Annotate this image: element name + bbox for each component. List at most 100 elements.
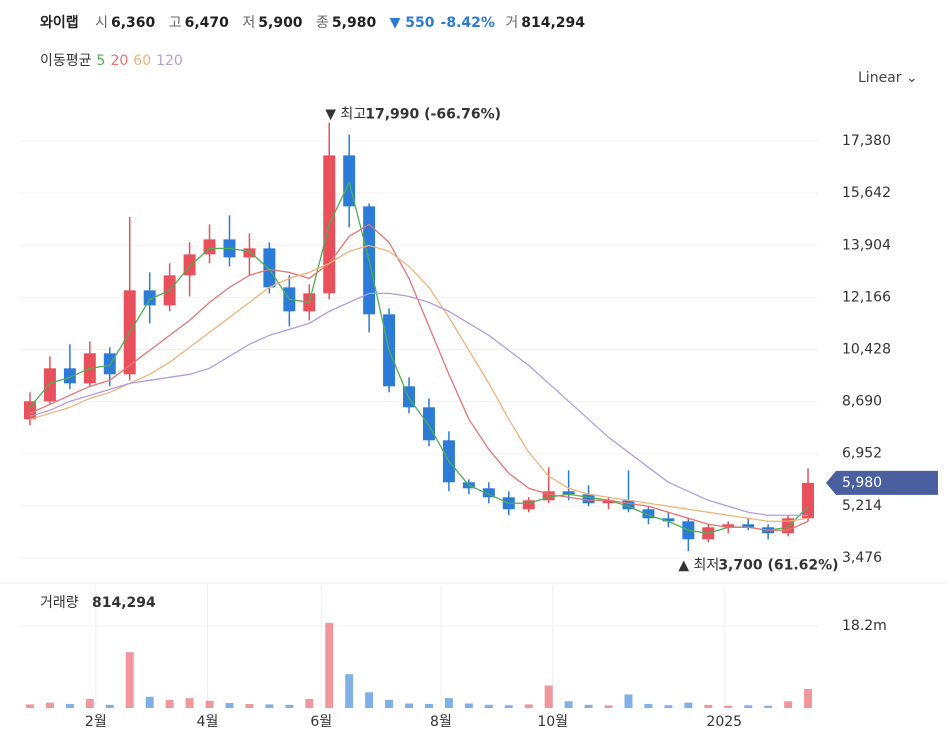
candle-body (422, 407, 435, 441)
high-value: 6,470 (184, 15, 229, 31)
annotation-text: ▼ 최고 (325, 107, 366, 123)
legend-title: 이동평균 (40, 53, 92, 69)
y-tick-label: 8,690 (842, 394, 882, 410)
ma-line (29, 292, 809, 516)
volume-tick-label: 18.2m (842, 618, 887, 634)
annotation-value: 3,700 (61.62%) (718, 557, 838, 573)
volume-bar (544, 685, 553, 708)
y-tick-label: 3,476 (842, 550, 882, 566)
volume-bar (564, 701, 573, 708)
volume-bar (424, 703, 433, 708)
volume-bar (444, 698, 453, 708)
volume-bar (784, 701, 793, 708)
y-tick-label: 5,214 (842, 498, 882, 514)
legend-entry: 120 (156, 53, 183, 69)
ma-line (29, 223, 809, 531)
volume-title-value: 814,294 (92, 595, 156, 611)
volume-bar (744, 705, 753, 708)
volume-bar (664, 705, 673, 708)
volume-bar (325, 622, 334, 708)
candle-body (622, 500, 635, 510)
candle-body (183, 254, 196, 276)
x-tick-label: 4월 (197, 714, 219, 730)
volume-bar (85, 698, 94, 708)
candle-body (522, 500, 535, 510)
open-value: 6,360 (110, 15, 156, 31)
candle-body (243, 248, 256, 258)
volume-bar (524, 704, 533, 708)
candle-body (602, 500, 615, 504)
candle-body (43, 368, 56, 402)
volume-bar (145, 696, 154, 708)
volume-bar (724, 705, 733, 708)
legend-entry: 5 (96, 53, 106, 69)
close-value: 5,980 (331, 15, 377, 31)
volume-bar (45, 702, 54, 708)
ma-line (29, 180, 809, 534)
volume-bar (165, 699, 174, 708)
volume-bar (684, 702, 693, 708)
change-pct: -8.42% (440, 15, 495, 31)
low-label: 저 (242, 15, 256, 31)
volume-title: 거래량 (40, 595, 79, 611)
change: ▼ 550 (389, 15, 435, 31)
volume-bar (125, 652, 134, 708)
candle-body (203, 239, 216, 255)
x-tick-label: 8월 (430, 714, 452, 730)
volume-bar (584, 704, 593, 708)
volume-bar (464, 703, 473, 708)
volume-bar (624, 694, 633, 708)
legend-entry: 20 (110, 53, 129, 69)
candle-body (542, 491, 555, 501)
volume-bar (405, 703, 414, 708)
legend-entry: 60 (133, 53, 152, 69)
volume-bar (25, 704, 34, 708)
y-tick-label: 13,904 (842, 237, 891, 253)
candle-body (662, 518, 675, 522)
candle-body (263, 248, 276, 288)
candle-body (722, 524, 735, 528)
volume-bar (385, 699, 394, 708)
scale-mode[interactable]: Linear (858, 70, 902, 86)
candle-body (582, 494, 595, 504)
last-price-label: 5,980 (842, 475, 882, 491)
y-tick-label: 6,952 (842, 446, 882, 462)
annotation-text: ▲ 최저 (678, 557, 719, 573)
volume-bar (764, 705, 773, 708)
volume-bar (305, 698, 314, 708)
volume-bar (205, 700, 214, 708)
candle-body (802, 482, 815, 519)
volume-bar (105, 704, 114, 708)
quote-header: 와이랩 시 6,360 고 6,470 저 5,900 종 5,980 ▼ 550 -8.… (40, 12, 594, 32)
volume-bar (265, 704, 274, 708)
volume-bar (484, 704, 493, 708)
volume-bar (285, 704, 294, 708)
annotation-value: 17,990 (-66.76%) (365, 107, 501, 123)
candle-body (23, 401, 36, 420)
volume-bar (365, 692, 374, 708)
x-tick-label: 2025 (706, 714, 742, 730)
volume-bar (65, 703, 74, 708)
open-label: 시 (95, 15, 108, 31)
low-value: 5,900 (258, 15, 303, 31)
volume-bar (345, 674, 354, 708)
x-tick-label: 2월 (85, 714, 107, 730)
volume-bar (185, 698, 194, 708)
volume-value: 814,294 (521, 15, 586, 31)
ma-legend: 이동평균 5 20 60 120 (40, 50, 188, 70)
y-tick-label: 17,380 (842, 133, 891, 149)
close-label: 종 (316, 15, 329, 31)
scale-toggle[interactable]: Linear ⌄ (858, 70, 918, 86)
candle-body (482, 488, 495, 498)
volume-label: 거 (505, 15, 519, 31)
volume-bar (225, 703, 234, 708)
volume-bar (604, 705, 613, 708)
candle-body (562, 491, 575, 495)
y-tick-label: 12,166 (842, 289, 891, 305)
candle-body (63, 368, 76, 384)
volume-bar (504, 705, 513, 708)
x-tick-label: 6월 (310, 714, 332, 730)
candle-body (782, 518, 795, 534)
